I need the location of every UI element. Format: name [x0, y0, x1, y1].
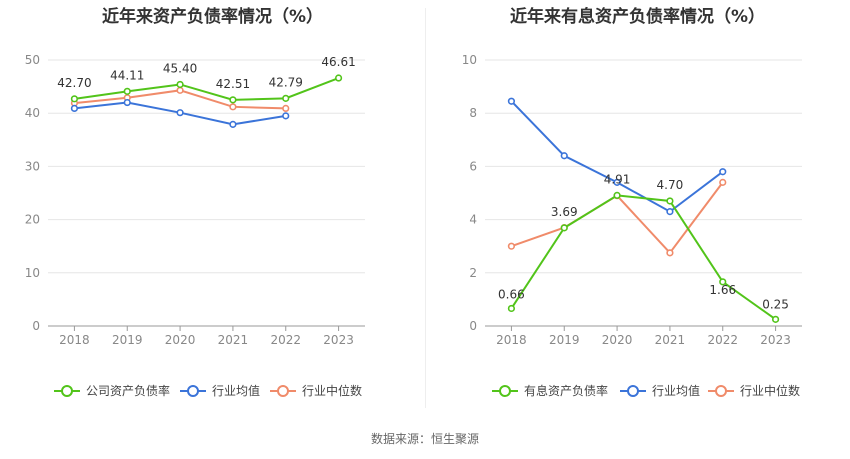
- data-label: 45.40: [163, 61, 197, 75]
- data-label: 0.25: [762, 297, 789, 311]
- y-tick-label: 50: [25, 53, 40, 67]
- left-chart-title: 近年来资产负债率情况（%）: [101, 7, 324, 27]
- data-point: [229, 103, 237, 111]
- legend-label: 公司资产负债率: [86, 383, 170, 398]
- series-line-company: [74, 77, 339, 101]
- x-tick-label: 2021: [655, 333, 686, 347]
- legend-marker: [499, 385, 511, 397]
- data-label: 42.51: [216, 77, 250, 91]
- data-point: [613, 191, 621, 199]
- legend-marker: [187, 385, 199, 397]
- data-point: [666, 197, 674, 205]
- y-tick-label: 6: [469, 159, 477, 173]
- data-point: [123, 98, 131, 107]
- y-tick-label: 0: [32, 319, 40, 333]
- x-tick-label: 2020: [602, 333, 633, 347]
- legend-label: 行业中位数: [302, 383, 362, 398]
- x-tick-label: 2018: [496, 333, 527, 347]
- x-tick-label: 2023: [760, 333, 791, 347]
- x-tick-label: 2020: [165, 333, 196, 347]
- legend-label: 行业均值: [212, 383, 260, 398]
- data-label: 0.66: [498, 287, 525, 301]
- data-point: [70, 95, 79, 103]
- data-point: [176, 109, 184, 117]
- y-tick-label: 20: [25, 213, 40, 227]
- data-point: [666, 208, 674, 216]
- legend-marker: [627, 385, 639, 397]
- x-tick-label: 2019: [112, 333, 143, 347]
- y-tick-label: 2: [469, 266, 477, 280]
- data-point: [123, 87, 131, 95]
- data-point: [666, 249, 674, 257]
- data-point: [229, 96, 237, 104]
- data-point: [282, 104, 290, 113]
- data-label: 4.70: [657, 178, 684, 192]
- data-point: [176, 86, 184, 94]
- legend-marker: [715, 385, 727, 397]
- y-tick-label: 10: [25, 266, 40, 280]
- data-point: [282, 112, 290, 120]
- data-point: [282, 94, 290, 102]
- legend-label: 有息资产负债率: [524, 383, 608, 398]
- data-label: 46.61: [321, 55, 355, 69]
- panel-divider: [425, 8, 426, 408]
- data-point: [507, 242, 516, 250]
- data-point: [560, 224, 568, 232]
- x-tick-label: 2021: [218, 333, 249, 347]
- legend-label: 行业均值: [652, 383, 700, 398]
- data-label: 1.66: [709, 283, 736, 297]
- x-tick-label: 2018: [59, 333, 90, 347]
- x-tick-label: 2022: [270, 333, 301, 347]
- data-point: [176, 80, 184, 89]
- x-tick-label: 2019: [549, 333, 580, 347]
- y-tick-label: 10: [462, 53, 477, 67]
- y-tick-label: 8: [469, 106, 477, 120]
- y-tick-label: 30: [25, 159, 40, 173]
- legend-label: 行业中位数: [740, 383, 800, 398]
- right-chart: 0 2 4 6 8 10 2018 2019 2020 2021 2022 2023 0.66 3.69 4…: [462, 53, 802, 398]
- right-chart-title: 近年来有息资产负债率情况（%）: [509, 7, 766, 27]
- data-point: [70, 104, 79, 113]
- data-point: [771, 315, 780, 323]
- data-point: [507, 304, 516, 313]
- data-label: 42.79: [269, 75, 303, 89]
- data-point: [507, 97, 516, 105]
- data-point: [613, 178, 621, 186]
- data-label: 42.70: [57, 76, 91, 90]
- data-point: [719, 168, 727, 176]
- x-tick-label: 2023: [323, 333, 354, 347]
- legend-marker: [277, 385, 289, 397]
- data-point: [229, 120, 237, 128]
- data-point: [719, 278, 727, 286]
- x-tick-label: 2022: [707, 333, 738, 347]
- data-source-label: 数据来源：恒生聚源: [370, 432, 479, 446]
- data-point: [719, 178, 727, 186]
- legend-marker: [61, 385, 73, 397]
- data-label: 4.91: [604, 172, 631, 186]
- series-line-company: [510, 194, 777, 321]
- y-tick-label: 0: [469, 319, 477, 333]
- data-point: [334, 74, 343, 82]
- y-tick-label: 40: [25, 106, 40, 120]
- data-label: 3.69: [551, 205, 578, 219]
- left-chart: 0 10 20 30 40 50 2018 2019 2020 2021 2022 2023 42.70…: [25, 53, 365, 398]
- data-label: 44.11: [110, 68, 144, 82]
- y-tick-label: 4: [469, 213, 477, 227]
- data-point: [560, 152, 568, 160]
